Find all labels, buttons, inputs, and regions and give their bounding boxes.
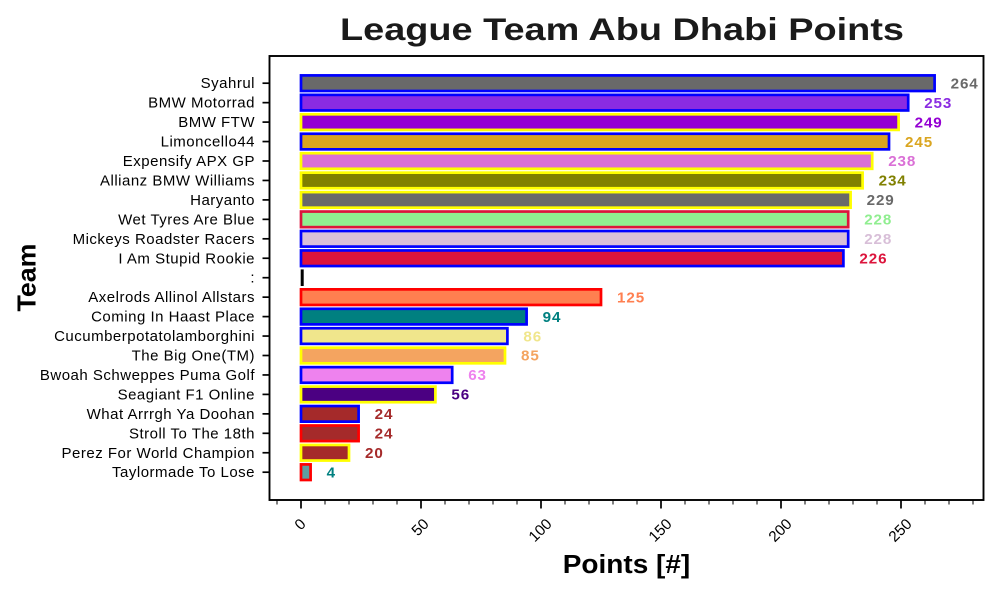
svg-text:BMW FTW: BMW FTW	[178, 114, 255, 131]
svg-text:I Am Stupid Rookie: I Am Stupid Rookie	[118, 250, 255, 267]
svg-text:226: 226	[859, 250, 887, 267]
svg-text:24: 24	[375, 426, 394, 443]
svg-text:56: 56	[451, 387, 470, 404]
svg-text:229: 229	[867, 192, 895, 209]
svg-text:24: 24	[375, 406, 394, 423]
svg-text:63: 63	[468, 367, 487, 384]
svg-text:264: 264	[951, 75, 979, 92]
svg-text:Bwoah Schweppes Puma Golf: Bwoah Schweppes Puma Golf	[40, 367, 255, 384]
svg-text:238: 238	[888, 153, 916, 170]
svg-text:Stroll To The 18th: Stroll To The 18th	[129, 425, 255, 442]
svg-text:Taylormade To Lose: Taylormade To Lose	[112, 464, 255, 481]
svg-text:Wet Tyres Are Blue: Wet Tyres Are Blue	[118, 211, 255, 228]
svg-text:Expensify APX GP: Expensify APX GP	[123, 153, 255, 170]
svg-text:Team: Team	[12, 244, 42, 312]
svg-text:Axelrods Allinol Allstars: Axelrods Allinol Allstars	[88, 289, 255, 306]
svg-text:249: 249	[915, 114, 943, 131]
svg-text:20: 20	[365, 445, 384, 462]
svg-text:85: 85	[521, 348, 540, 365]
svg-text:What Arrrgh Ya Doohan: What Arrrgh Ya Doohan	[87, 406, 255, 423]
svg-text::: :	[250, 270, 255, 287]
svg-text:228: 228	[864, 212, 892, 229]
svg-text:253: 253	[924, 95, 952, 112]
svg-text:League Team Abu Dhabi Points: League Team Abu Dhabi Points	[340, 12, 904, 47]
svg-text:Allianz BMW Williams: Allianz BMW Williams	[100, 172, 255, 189]
svg-text:Cucumberpotatolamborghini: Cucumberpotatolamborghini	[54, 328, 255, 345]
svg-text:Perez For World Champion: Perez For World Champion	[62, 445, 255, 462]
svg-text:245: 245	[905, 134, 933, 151]
svg-text:125: 125	[617, 289, 645, 306]
svg-text:BMW Motorrad: BMW Motorrad	[148, 95, 255, 112]
svg-text:Syahrul: Syahrul	[201, 75, 255, 92]
svg-text:Points [#]: Points [#]	[563, 550, 690, 579]
svg-text:Seagiant F1 Online: Seagiant F1 Online	[118, 386, 255, 403]
svg-text:Mickeys Roadster Racers: Mickeys Roadster Racers	[73, 231, 255, 248]
svg-text:Limoncello44: Limoncello44	[161, 134, 255, 151]
svg-text:4: 4	[327, 464, 336, 481]
svg-text:The Big One(TM): The Big One(TM)	[132, 348, 255, 365]
svg-text:94: 94	[543, 309, 562, 326]
svg-text:Coming In Haast Place: Coming In Haast Place	[91, 309, 255, 326]
svg-text:Haryanto: Haryanto	[190, 192, 255, 209]
svg-text:86: 86	[523, 328, 542, 345]
svg-text:234: 234	[879, 173, 907, 190]
svg-text:228: 228	[864, 231, 892, 248]
